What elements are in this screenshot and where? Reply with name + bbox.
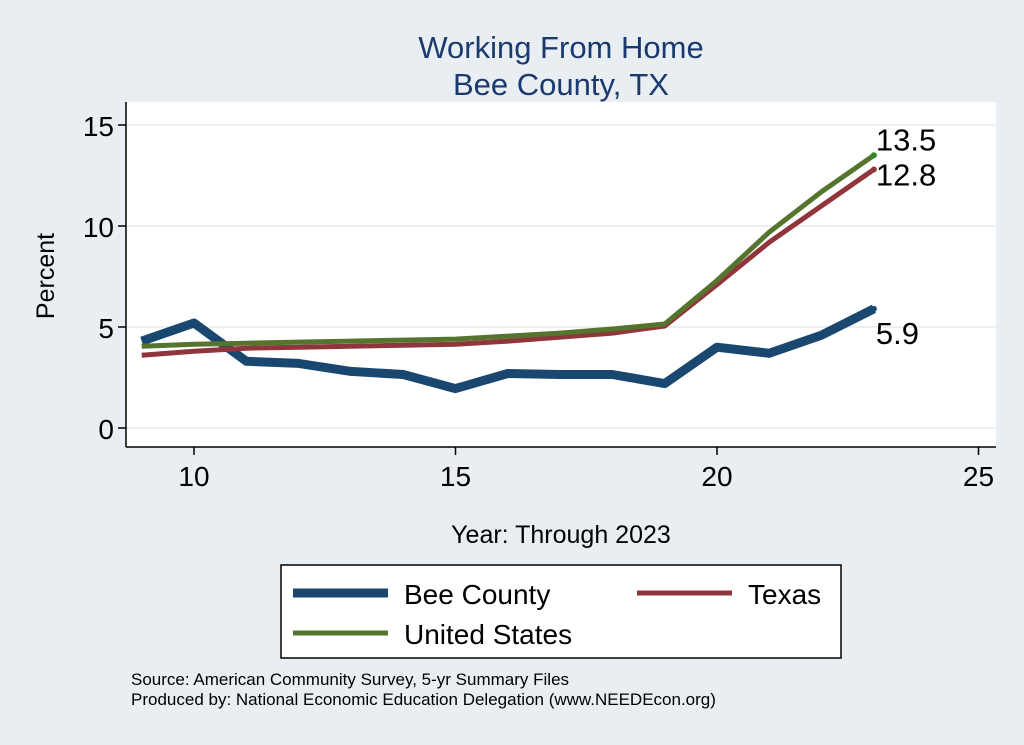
footer-source: Source: American Community Survey, 5-yr … [131,670,570,689]
end-label-bee-county: 5.9 [876,316,919,351]
y-tick-label-5: 5 [98,313,114,344]
legend-label-bee-county: Bee County [404,579,550,610]
footer-produced-by: Produced by: National Economic Education… [131,690,716,709]
end-label-united-states: 13.5 [876,122,936,157]
y-axis-title: Percent [32,233,60,319]
x-tick-label-10: 10 [178,461,209,492]
x-tick-label-20: 20 [701,461,732,492]
series-line-texas [141,167,876,358]
x-tick-label-25: 25 [963,461,994,492]
y-tick-label-10: 10 [83,212,114,243]
end-dots [870,152,877,312]
gridlines [126,124,996,429]
series-lines [140,153,876,394]
y-tick-label-0: 0 [98,414,114,445]
y-ticks: 0 5 10 15 [83,111,126,445]
series-line-bee-county [140,304,876,394]
series-line-united-states [141,153,876,349]
x-tick-label-15: 15 [440,461,471,492]
y-tick-label-15: 15 [83,111,114,142]
end-label-texas: 12.8 [876,157,936,192]
x-ticks: 10 15 20 25 [178,447,994,492]
x-axis-title: Year: Through 2023 [451,521,671,549]
legend-label-texas: Texas [748,579,821,610]
legend-box [280,564,842,659]
end-dot-texas [870,166,877,173]
chart-title-line-2: Bee County, TX [453,67,669,102]
plot-area [126,102,996,447]
legend-label-united-states: United States [404,619,572,650]
end-dot-bee-county [870,305,877,312]
end-dot-united-states [870,152,877,159]
chart-title-line-1: Working From Home [418,30,703,65]
